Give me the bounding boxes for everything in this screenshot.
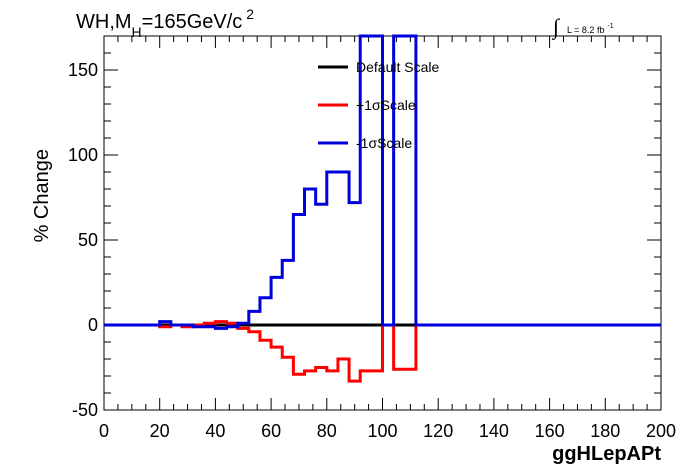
y-tick-label: 100 — [68, 145, 98, 165]
x-tick-label: 60 — [261, 421, 281, 441]
x-tick-label: 200 — [646, 421, 676, 441]
x-tick-label: 40 — [205, 421, 225, 441]
series-line-2 — [104, 34, 661, 330]
x-tick-label: 160 — [535, 421, 565, 441]
luminosity-text: L = 8.2 fb -1 — [567, 23, 614, 35]
chart-title: WH,MH=165GeV/c 2 — [76, 6, 254, 40]
x-axis: 0 20 40 60 80 100 120 140 160 180 200 — [99, 36, 676, 441]
x-tick-label: 180 — [590, 421, 620, 441]
legend-label: -1σScale — [356, 135, 412, 151]
x-tick-label: 0 — [99, 421, 109, 441]
integral-symbol: ∫ — [551, 14, 561, 40]
luminosity-label: ∫ L = 8.2 fb -1 — [551, 14, 614, 40]
legend-label: Default Scale — [356, 59, 439, 75]
x-tick-label: 120 — [423, 421, 453, 441]
x-tick-label: 140 — [479, 421, 509, 441]
legend: Default Scale +1σScale -1σScale — [318, 59, 439, 151]
x-tick-label: 100 — [367, 421, 397, 441]
y-tick-label: -50 — [72, 400, 98, 420]
legend-label: +1σScale — [356, 97, 416, 113]
y-axis: -50 0 50 100 150 — [68, 35, 661, 420]
x-tick-label: 80 — [317, 421, 337, 441]
series-layer — [104, 34, 661, 383]
x-tick-label: 20 — [150, 421, 170, 441]
y-axis-title: % Change — [31, 149, 53, 242]
x-axis-title: ggHLepAPt — [552, 443, 661, 465]
y-tick-label: 150 — [68, 60, 98, 80]
y-tick-label: 50 — [78, 230, 98, 250]
series-line-1 — [104, 320, 661, 383]
y-tick-label: 0 — [88, 315, 98, 335]
